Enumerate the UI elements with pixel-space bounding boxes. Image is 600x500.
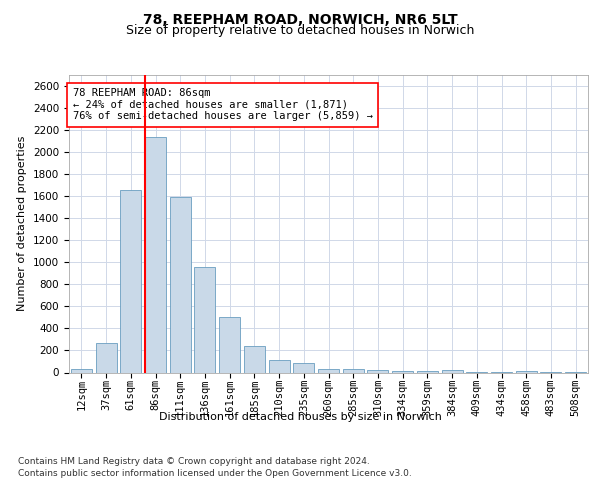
Bar [145,136,166,372]
Bar [392,371,413,372]
Text: 78, REEPHAM ROAD, NORWICH, NR6 5LT: 78, REEPHAM ROAD, NORWICH, NR6 5LT [143,12,457,26]
Bar [293,362,314,372]
Bar [95,343,116,372]
Bar [244,346,265,372]
Bar [343,369,364,372]
Bar [367,370,388,372]
Text: 78 REEPHAM ROAD: 86sqm
← 24% of detached houses are smaller (1,871)
76% of semi-: 78 REEPHAM ROAD: 86sqm ← 24% of detached… [73,88,373,122]
Bar [318,368,339,372]
Y-axis label: Number of detached properties: Number of detached properties [17,136,28,312]
Bar [442,370,463,372]
Text: Distribution of detached houses by size in Norwich: Distribution of detached houses by size … [158,412,442,422]
Text: Contains HM Land Registry data © Crown copyright and database right 2024.: Contains HM Land Registry data © Crown c… [18,458,370,466]
Text: Size of property relative to detached houses in Norwich: Size of property relative to detached ho… [126,24,474,37]
Text: Contains public sector information licensed under the Open Government Licence v3: Contains public sector information licen… [18,469,412,478]
Bar [170,198,191,372]
Bar [120,190,141,372]
Bar [269,360,290,372]
Bar [71,369,92,372]
Bar [219,318,240,372]
Bar [516,371,537,372]
Bar [194,266,215,372]
